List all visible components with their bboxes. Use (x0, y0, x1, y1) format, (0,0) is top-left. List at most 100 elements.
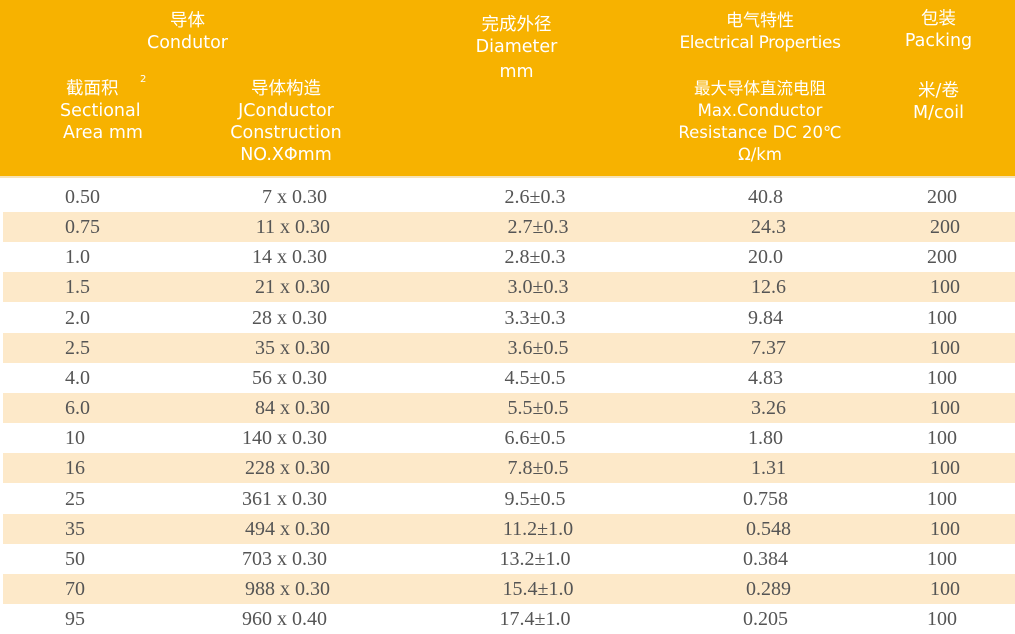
cell-area: 70 (65, 577, 85, 600)
header-construction: 导体构造 JConductor Construction NO.XΦmm (197, 72, 377, 178)
header-resistance-en2: Resistance DC 20℃ (678, 123, 842, 142)
cell-construction: 84 x 0.30 (255, 397, 330, 420)
cell-resistance: 4.83 (748, 366, 783, 389)
cell-construction: 11 x 0.30 (255, 216, 330, 239)
table-row: 95 960 x 0.40 17.4±1.0 0.205 100 (0, 604, 1015, 634)
cell-construction: 988 x 0.30 (245, 577, 330, 600)
header-construction-en2: Construction (230, 123, 342, 143)
cell-construction: 35 x 0.30 (255, 336, 330, 359)
cell-area: 6.0 (65, 397, 90, 420)
cell-diameter: 17.4±1.0 (499, 608, 571, 631)
cell-packing: 100 (930, 336, 960, 359)
cell-diameter: 9.5±0.5 (504, 487, 566, 510)
cell-packing: 100 (927, 608, 957, 631)
header-conductor: 导体 Condutor (0, 0, 377, 74)
cell-resistance: 0.548 (746, 517, 791, 540)
cell-area: 10 (65, 427, 85, 450)
header-resistance-en1: Max.Conductor (697, 101, 823, 120)
cell-diameter: 3.6±0.5 (507, 336, 569, 359)
header-construction-zh: 导体构造 (251, 79, 321, 99)
cell-construction: 361 x 0.30 (242, 487, 327, 510)
cell-diameter: 13.2±1.0 (499, 547, 571, 570)
header-resistance-zh: 最大导体直流电阻 (694, 79, 826, 98)
table-row: 6.0 84 x 0.30 5.5±0.5 3.26 100 (3, 393, 1015, 424)
header-diameter: 完成外径 Diameter mm (375, 0, 660, 178)
cell-resistance: 12.6 (751, 276, 786, 299)
cell-construction: 960 x 0.40 (242, 608, 327, 631)
cell-packing: 100 (930, 577, 960, 600)
cell-packing: 100 (930, 517, 960, 540)
header-electrical-zh: 电气特性 (726, 11, 794, 31)
cell-resistance: 0.384 (743, 547, 788, 570)
cell-packing: 200 (930, 216, 960, 239)
cell-packing: 100 (930, 397, 960, 420)
header-diameter-en: Diameter (475, 37, 558, 57)
header-resistance: 最大导体直流电阻 Max.Conductor Resistance DC 20℃… (658, 72, 864, 178)
cell-resistance: 0.289 (746, 577, 791, 600)
cell-resistance: 1.31 (751, 457, 786, 480)
header-area-en2: Area mm (63, 123, 143, 143)
cell-diameter: 7.8±0.5 (507, 457, 569, 480)
cell-packing: 100 (927, 547, 957, 570)
cell-construction: 703 x 0.30 (242, 547, 327, 570)
cell-diameter: 2.7±0.3 (507, 216, 569, 239)
cell-construction: 228 x 0.30 (245, 457, 330, 480)
table-row: 2.0 28 x 0.30 3.3±0.3 9.84 100 (0, 303, 1015, 333)
table-row: 0.75 11 x 0.30 2.7±0.3 24.3 200 (3, 212, 1015, 243)
header-diameter-zh: 完成外径 (481, 15, 552, 35)
cell-diameter: 11.2±1.0 (502, 517, 574, 540)
cell-diameter: 15.4±1.0 (502, 577, 574, 600)
header-area-en1: Sectional (60, 101, 141, 121)
cell-packing: 100 (930, 276, 960, 299)
cell-resistance: 24.3 (751, 216, 786, 239)
cell-resistance: 7.37 (751, 336, 786, 359)
header-area-zh: 截面积 (66, 79, 119, 99)
cell-construction: 7 x 0.30 (262, 186, 327, 208)
cell-construction: 28 x 0.30 (252, 306, 327, 329)
header-electrical: 电气特性 Electrical Properties (658, 0, 864, 74)
cell-resistance: 0.758 (743, 487, 788, 510)
header-packing: 包装 Packing (862, 0, 1015, 74)
cell-diameter: 6.6±0.5 (504, 427, 566, 450)
cell-area: 0.75 (65, 216, 100, 239)
cell-diameter: 5.5±0.5 (507, 397, 569, 420)
table-row: 0.50 7 x 0.30 2.6±0.3 40.8 200 (0, 182, 1015, 212)
header-packing-en: Packing (904, 31, 973, 51)
cell-construction: 494 x 0.30 (245, 517, 330, 540)
header-diameter-unit: mm (499, 62, 534, 82)
header-conductor-zh: 导体 (170, 11, 205, 31)
cell-packing: 100 (927, 427, 957, 450)
table-row: 16 228 x 0.30 7.8±0.5 1.31 100 (3, 453, 1015, 484)
cell-area: 25 (65, 487, 85, 510)
cell-diameter: 2.8±0.3 (504, 246, 566, 269)
table-row: 1.5 21 x 0.30 3.0±0.3 12.6 100 (3, 272, 1015, 303)
header-area-superscript: 2 (140, 74, 147, 85)
cell-area: 16 (65, 457, 85, 480)
cell-area: 0.50 (65, 186, 100, 208)
cell-construction: 140 x 0.30 (242, 427, 327, 450)
cell-packing: 100 (930, 457, 960, 480)
cell-resistance: 1.80 (748, 427, 783, 450)
header-resistance-unit: Ω/km (738, 145, 782, 164)
cell-area: 2.0 (65, 306, 90, 329)
cell-area: 1.0 (65, 246, 90, 269)
cell-diameter: 4.5±0.5 (504, 366, 566, 389)
table-row: 2.5 35 x 0.30 3.6±0.5 7.37 100 (3, 332, 1015, 363)
header-packing-zh: 包装 (921, 9, 956, 29)
cell-packing: 100 (927, 306, 957, 329)
cell-area: 95 (65, 608, 85, 631)
header-area: 截面积 Sectional Area mm (0, 72, 199, 178)
cell-resistance: 20.0 (748, 246, 783, 269)
cell-area: 35 (65, 517, 85, 540)
cell-area: 2.5 (65, 336, 90, 359)
header-electrical-en: Electrical Properties (679, 33, 841, 53)
header-packing-unit-zh: 米/卷 (918, 81, 959, 101)
cell-packing: 200 (927, 246, 957, 269)
cell-packing: 200 (927, 186, 957, 208)
table-row: 50 703 x 0.30 13.2±1.0 0.384 100 (0, 544, 1015, 574)
header-packing-unit: 米/卷 M/coil (862, 72, 1015, 178)
table-row: 4.0 56 x 0.30 4.5±0.5 4.83 100 (0, 363, 1015, 393)
table-row: 35 494 x 0.30 11.2±1.0 0.548 100 (3, 513, 1015, 544)
cell-construction: 56 x 0.30 (252, 366, 327, 389)
cell-area: 1.5 (65, 276, 90, 299)
